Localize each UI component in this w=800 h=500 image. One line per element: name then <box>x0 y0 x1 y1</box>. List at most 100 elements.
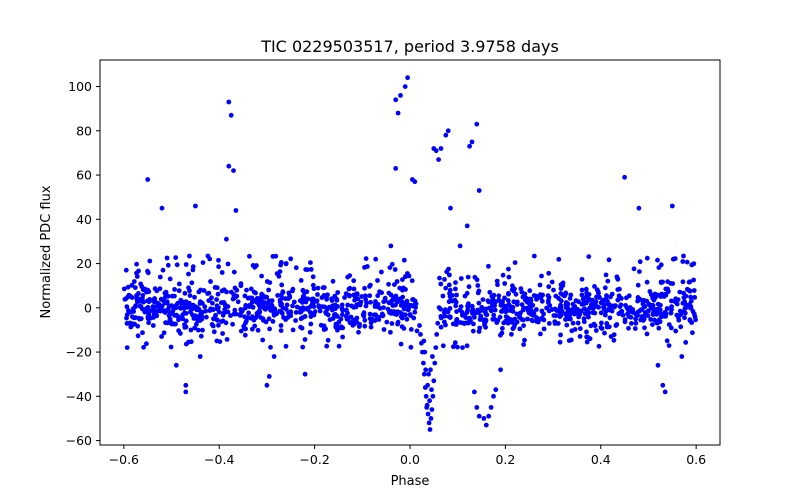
data-point <box>145 287 151 293</box>
data-point <box>330 278 336 284</box>
data-point <box>150 298 156 303</box>
data-point <box>244 287 249 293</box>
data-point <box>278 292 284 298</box>
data-point <box>270 254 276 259</box>
data-point <box>129 295 135 300</box>
data-point <box>495 282 500 288</box>
data-point <box>673 328 679 334</box>
data-point <box>238 281 244 286</box>
data-point <box>147 258 153 264</box>
data-point <box>351 278 357 284</box>
data-point <box>650 295 655 301</box>
data-point <box>315 285 321 291</box>
data-point <box>534 319 540 324</box>
data-point <box>228 313 233 318</box>
data-point <box>386 300 392 306</box>
data-point <box>124 304 130 310</box>
data-point <box>241 325 247 331</box>
data-point <box>175 314 181 319</box>
data-point <box>522 291 528 297</box>
data-point <box>394 309 399 315</box>
data-point <box>512 286 517 292</box>
data-point <box>527 302 533 308</box>
data-point <box>454 309 459 314</box>
data-point <box>322 304 328 310</box>
x-tick-label: 0.4 <box>591 452 611 467</box>
data-point <box>475 283 481 288</box>
data-point <box>409 278 415 284</box>
data-point <box>494 320 500 325</box>
data-point <box>278 323 284 328</box>
data-point <box>683 293 689 299</box>
data-point <box>134 261 140 267</box>
data-point <box>687 302 692 307</box>
data-point <box>592 284 597 289</box>
data-point <box>172 287 178 292</box>
data-point <box>351 318 357 324</box>
data-point <box>614 274 620 280</box>
data-point <box>592 310 598 316</box>
data-point <box>490 294 496 300</box>
data-point <box>655 257 660 263</box>
data-point <box>549 307 555 312</box>
data-point <box>216 257 221 263</box>
data-point <box>288 313 294 319</box>
data-point <box>656 265 662 270</box>
data-point <box>137 316 143 322</box>
data-point <box>131 279 137 284</box>
data-point <box>284 302 290 308</box>
data-point <box>669 298 674 304</box>
data-point <box>310 301 316 306</box>
data-point <box>442 319 447 325</box>
data-point <box>332 306 338 312</box>
data-point <box>401 257 407 263</box>
data-point <box>386 290 392 296</box>
data-point <box>564 322 570 328</box>
data-point <box>141 344 147 350</box>
data-point <box>585 334 591 340</box>
data-point <box>287 294 293 300</box>
data-point <box>230 321 236 327</box>
data-point <box>307 329 313 335</box>
data-point <box>368 282 373 288</box>
data-point <box>476 329 482 334</box>
data-point <box>641 303 647 309</box>
data-point <box>246 310 252 316</box>
data-point <box>321 327 327 332</box>
data-point <box>570 320 576 326</box>
data-point <box>398 303 404 308</box>
data-point <box>317 308 323 314</box>
y-tick-label: 80 <box>76 123 92 138</box>
data-point <box>220 331 226 336</box>
data-point <box>579 292 585 298</box>
data-point <box>583 286 589 292</box>
data-point <box>563 311 568 317</box>
data-point <box>308 260 313 265</box>
data-point <box>509 331 514 337</box>
data-point <box>403 274 408 280</box>
data-point <box>398 341 404 347</box>
data-point <box>339 312 345 318</box>
data-point <box>254 296 260 301</box>
data-point <box>363 256 369 261</box>
data-point <box>128 324 134 330</box>
data-point <box>310 274 316 280</box>
data-point <box>624 295 629 301</box>
data-point <box>476 413 482 419</box>
data-point <box>304 305 310 311</box>
data-point <box>381 327 387 332</box>
data-point <box>641 297 647 303</box>
data-point <box>521 317 526 323</box>
data-point <box>176 328 182 334</box>
data-point <box>402 84 408 89</box>
data-point <box>465 274 471 280</box>
data-point <box>601 304 606 310</box>
data-point <box>446 266 451 272</box>
data-point <box>279 282 285 288</box>
data-point <box>427 398 432 404</box>
data-point <box>622 174 627 180</box>
data-point <box>556 256 562 262</box>
data-point <box>277 297 283 303</box>
data-point <box>622 317 628 323</box>
data-point <box>510 326 516 332</box>
